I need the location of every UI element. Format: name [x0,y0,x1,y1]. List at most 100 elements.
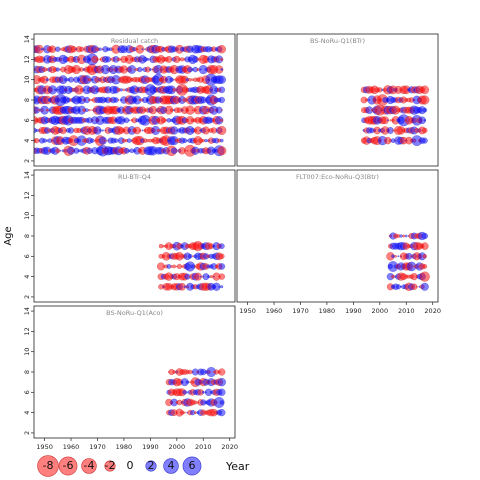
residual-bubble [399,234,403,238]
x-tick-label: 1980 [319,307,336,315]
residual-bubble [128,119,131,122]
residual-bubble [104,139,107,142]
y-tick-label: 8 [23,370,31,374]
residual-bubble [156,128,160,133]
residual-bubble [389,119,392,122]
residual-bubble [218,243,225,250]
residual-bubble [138,98,142,102]
residual-bubble [190,264,195,269]
legend-bubble [58,456,78,476]
y-tick-label: 14 [23,35,31,43]
legend-label: 2 [148,459,155,472]
x-tick-label: 1960 [63,443,80,451]
panel-title: RU-BTr-Q4 [118,173,151,181]
x-tick-label: 1970 [292,307,309,315]
residual-bubble [218,86,226,94]
residual-bubble [199,275,202,278]
bubble-group [156,241,226,291]
x-tick-label: 2020 [424,307,441,315]
residual-bubble [420,95,430,105]
residual-bubble [381,116,389,125]
residual-bubble [96,58,99,61]
residual-bubble [172,88,176,92]
residual-bubble [193,411,197,414]
legend-bubble [163,458,179,474]
legend-label: -4 [84,459,95,472]
y-tick-label: 10 [23,212,31,220]
residual-bubble [422,264,428,269]
bubble-group [360,85,430,146]
residual-bubble [402,234,406,238]
residual-bubble [88,108,91,112]
y-tick-label: 8 [23,98,31,102]
residual-bubble [193,400,198,405]
residual-bubble [59,149,62,152]
residual-bubble [162,265,165,268]
residual-bubble [395,284,401,290]
residual-bubble [420,85,430,95]
y-tick-label: 4 [23,139,31,143]
residual-bubble [213,397,225,408]
residual-bubble [175,149,178,152]
y-tick-label: 2 [23,295,31,299]
residual-bubble [135,44,145,54]
residual-bubble [63,77,68,82]
x-tick-label: 1970 [89,443,106,451]
residual-bubble [421,232,428,240]
residual-bubble [419,271,430,282]
panels-layer: Residual catch 2 4 6 8 10 12 14 BS-NoRu-Q1(BTr) R… [23,33,441,451]
residual-bubble [420,282,429,291]
residual-bubble [183,285,186,288]
residual-bubble [119,88,123,92]
panel-frame [236,33,439,167]
residual-bubble [116,57,121,62]
residual-bubble [162,244,165,248]
residual-bubble [59,48,62,51]
y-tick-label: 2 [23,431,31,435]
residual-bubble [141,129,144,132]
y-tick-label: 12 [23,327,31,335]
residual-bubble [141,48,144,51]
residual-bubble [87,77,92,82]
residual-bubble [204,139,208,143]
residual-bubble [422,107,428,113]
residual-bubble [169,77,174,82]
residual-bubble [217,377,226,387]
panel-title: FLT007:Eco-NoRu-Q3(Btr) [296,173,379,181]
residual-bubble [133,68,136,71]
residual-bubble [179,410,185,415]
legend-label: 4 [168,459,175,472]
panel-frame [236,169,439,303]
residual-bubble [182,138,188,144]
residual-bubble [188,77,192,82]
x-tick-label: 1980 [116,443,133,451]
panel-frame [33,169,236,303]
y-tick-label: 8 [23,234,31,238]
residual-bubble [191,109,194,112]
residual-bubble [42,138,47,143]
residual-bubble [194,272,202,281]
residual-bubble [217,75,226,84]
residual-bubble [173,78,176,81]
residual-bubble [391,254,395,259]
panel: BS-NoRu-Q1(BTr) [236,33,439,167]
residual-bubble [415,285,418,288]
residual-bubble [138,129,141,132]
x-axis-title: Year [225,460,250,473]
residual-bubble [218,285,221,288]
residual-bubble [187,369,193,375]
residual-bubble [85,108,89,112]
x-tick-label: 1990 [345,307,362,315]
residual-bubble [423,119,426,122]
y-tick-label: 6 [23,390,31,394]
residual-bubble [392,129,394,132]
residual-bubble [218,368,226,376]
residual-bubble [422,254,427,259]
residual-bubble [126,138,132,143]
residual-bubble [220,68,224,71]
residual-bubble [40,48,44,51]
x-tick-label: 1950 [239,307,256,315]
residual-bubble [55,148,61,154]
panel: BS-NoRu-Q1(Aco) 2 4 6 8 10 12 14 1950 1960 1970 198… [23,305,238,451]
residual-bubble [137,66,143,73]
